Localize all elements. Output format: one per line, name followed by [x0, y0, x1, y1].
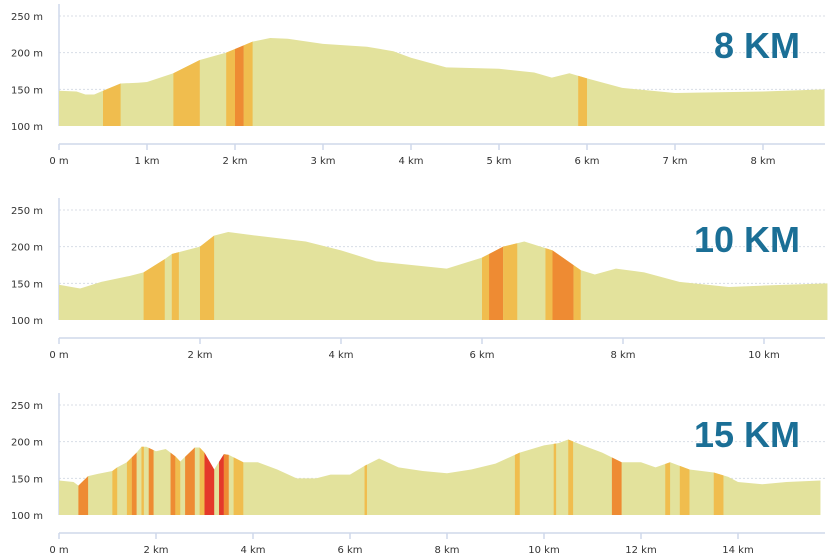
y-tick-label: 250 m — [11, 401, 43, 412]
steep-segment-level-1 — [573, 232, 581, 320]
x-tick-label: 0 m — [49, 545, 68, 556]
y-tick-label: 250 m — [11, 206, 43, 217]
steep-segment-level-1 — [143, 232, 165, 320]
x-tick-label: 14 km — [722, 545, 753, 556]
x-tick-label: 2 km — [187, 350, 212, 361]
steep-segment-level-1 — [679, 439, 690, 515]
steep-segment-level-1 — [713, 439, 724, 515]
steep-segment-level-2 — [489, 232, 504, 320]
y-tick-label: 150 m — [11, 474, 43, 485]
steep-segment-level-3 — [219, 439, 224, 515]
x-tick-label: 3 km — [310, 156, 335, 167]
steep-segment-level-1 — [226, 38, 235, 126]
steep-segment-level-2 — [170, 439, 176, 515]
steep-segment-level-1 — [243, 38, 253, 126]
x-tick-label: 5 km — [486, 156, 511, 167]
elevation-area — [59, 232, 828, 320]
steep-segment-level-1 — [199, 439, 205, 515]
steep-segment-level-2 — [235, 38, 244, 126]
steep-segment-level-1 — [126, 439, 132, 515]
steep-segment-level-1 — [545, 232, 553, 320]
steep-segment-level-1 — [173, 38, 200, 126]
x-tick-label: 4 km — [240, 545, 265, 556]
steep-segment-level-1 — [171, 232, 179, 320]
steep-segment-level-1 — [482, 232, 490, 320]
x-tick-label: 1 km — [134, 156, 159, 167]
y-tick-label: 200 m — [11, 243, 43, 254]
steep-segment-level-2 — [223, 439, 229, 515]
y-tick-label: 150 m — [11, 85, 43, 96]
y-tick-label: 100 m — [11, 316, 43, 327]
elevation-area — [59, 439, 821, 515]
x-tick-label: 7 km — [662, 156, 687, 167]
steep-segment-level-1 — [103, 38, 121, 126]
steep-segment-level-1 — [578, 38, 587, 126]
steep-segment-level-1 — [568, 439, 574, 515]
steep-segment-level-1 — [233, 439, 244, 515]
x-tick-label: 6 km — [337, 545, 362, 556]
x-tick-label: 8 km — [610, 350, 635, 361]
distance-title: 8 KM — [714, 25, 800, 66]
steep-segment-level-1 — [112, 439, 118, 515]
y-tick-label: 150 m — [11, 279, 43, 290]
steep-segment-level-1 — [553, 439, 557, 515]
steep-segment-level-1 — [141, 439, 144, 515]
x-tick-label: 0 m — [49, 350, 68, 361]
steep-segment-level-1 — [503, 232, 518, 320]
x-tick-label: 6 km — [469, 350, 494, 361]
x-tick-label: 8 km — [434, 545, 459, 556]
steep-segment-level-1 — [200, 232, 215, 320]
x-tick-label: 6 km — [574, 156, 599, 167]
y-tick-label: 200 m — [11, 49, 43, 60]
steep-segment-level-3 — [204, 439, 215, 515]
x-tick-label: 10 km — [748, 350, 779, 361]
steep-segment-level-2 — [131, 439, 137, 515]
x-tick-label: 4 km — [398, 156, 423, 167]
y-tick-label: 250 m — [11, 12, 43, 23]
x-tick-label: 8 km — [750, 156, 775, 167]
steep-segment-level-2 — [185, 439, 195, 515]
x-tick-label: 12 km — [625, 545, 656, 556]
x-tick-label: 2 km — [143, 545, 168, 556]
steep-segment-level-1 — [175, 439, 181, 515]
steep-segment-level-1 — [665, 439, 671, 515]
elevation-panel: 250 m 200 m 150 m 100 m 0 m 2 km 4 km 6 km 8 km 1… — [11, 393, 825, 556]
steep-segment-level-1 — [364, 439, 367, 515]
steep-segment-level-1 — [514, 439, 520, 515]
distance-title: 15 KM — [694, 414, 800, 455]
x-tick-label: 2 km — [222, 156, 247, 167]
x-tick-label: 4 km — [328, 350, 353, 361]
x-tick-label: 0 m — [49, 156, 68, 167]
y-tick-label: 100 m — [11, 122, 43, 133]
y-tick-label: 100 m — [11, 511, 43, 522]
steep-segment-level-2 — [148, 439, 154, 515]
elevation-panel: 250 m 200 m 150 m 100 m 0 m 2 km 4 km 6 km 8 km 1… — [11, 198, 828, 361]
elevation-panel: 250 m 200 m 150 m 100 m 0 m 1 km 2 km 3 km 4 km 5… — [11, 4, 825, 167]
y-tick-label: 200 m — [11, 438, 43, 449]
x-tick-label: 10 km — [528, 545, 559, 556]
distance-title: 10 KM — [694, 219, 800, 260]
steep-segment-level-2 — [611, 439, 622, 515]
